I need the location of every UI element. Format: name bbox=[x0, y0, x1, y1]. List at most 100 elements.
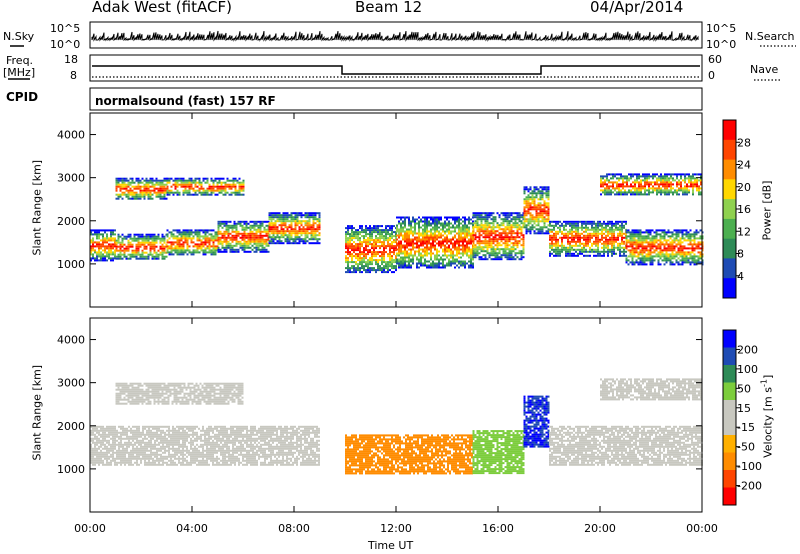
power-pixel bbox=[296, 230, 299, 233]
power-pixel bbox=[221, 240, 224, 243]
power-pixel bbox=[123, 179, 126, 182]
power-pixel bbox=[151, 189, 154, 192]
power-pixel bbox=[353, 247, 355, 250]
power-pixel bbox=[502, 228, 505, 231]
power-pixel bbox=[147, 187, 150, 190]
power-pixel bbox=[145, 235, 148, 238]
power-pixel bbox=[559, 228, 561, 231]
power-pixel bbox=[241, 244, 244, 247]
power-pixel bbox=[625, 229, 628, 232]
power-pixel bbox=[259, 242, 262, 245]
power-pixel bbox=[316, 230, 319, 233]
power-pixel bbox=[480, 246, 483, 249]
power-pixel bbox=[541, 226, 544, 229]
power-pixel bbox=[353, 235, 355, 238]
power-pixel bbox=[157, 233, 160, 236]
power-pixel bbox=[452, 236, 454, 239]
power-pixel bbox=[182, 251, 185, 254]
power-pixel bbox=[231, 224, 234, 227]
power-pixel bbox=[220, 185, 223, 188]
power-pixel bbox=[412, 256, 414, 259]
power-pixel bbox=[575, 228, 577, 231]
power-pixel bbox=[166, 185, 169, 188]
power-pixel bbox=[595, 244, 597, 247]
power-pixel bbox=[535, 224, 538, 227]
power-pixel bbox=[462, 226, 464, 229]
power-pixel bbox=[223, 232, 226, 235]
power-pixel bbox=[573, 234, 575, 237]
power-pixel bbox=[292, 230, 295, 233]
power-pixel bbox=[125, 189, 128, 192]
power-pixel bbox=[641, 249, 644, 252]
power-pixel bbox=[318, 216, 321, 219]
power-pixel bbox=[480, 242, 483, 245]
power-pixel bbox=[601, 242, 603, 245]
power-pixel bbox=[691, 255, 694, 258]
power-pixel bbox=[402, 226, 404, 229]
power-pixel bbox=[541, 192, 544, 195]
power-pixel bbox=[345, 245, 347, 248]
power-pixel bbox=[110, 251, 112, 254]
power-pixel bbox=[569, 250, 571, 253]
power-pixel bbox=[267, 244, 270, 247]
power-pixel bbox=[671, 241, 674, 244]
power-pixel bbox=[545, 202, 548, 205]
power-pixel bbox=[654, 175, 656, 178]
power-pixel bbox=[347, 269, 349, 272]
power-pixel bbox=[663, 235, 666, 238]
power-pixel bbox=[286, 230, 289, 233]
power-pixel bbox=[529, 212, 532, 215]
power-pixel bbox=[547, 202, 550, 205]
power-pixel bbox=[304, 230, 307, 233]
power-pixel bbox=[408, 260, 410, 263]
power-pixel bbox=[102, 243, 104, 246]
power-pixel bbox=[422, 232, 424, 235]
power-pixel bbox=[510, 214, 513, 217]
power-pixel bbox=[442, 260, 444, 263]
power-pixel bbox=[355, 237, 357, 240]
power-pixel bbox=[504, 252, 507, 255]
power-pixel bbox=[639, 263, 642, 266]
power-pixel bbox=[255, 246, 258, 249]
power-pixel bbox=[523, 198, 526, 201]
power-pixel bbox=[514, 252, 517, 255]
power-pixel bbox=[622, 181, 624, 184]
power-pixel bbox=[94, 229, 96, 232]
power-pixel bbox=[474, 244, 477, 247]
power-pixel bbox=[300, 234, 303, 237]
power-pixel bbox=[251, 244, 254, 247]
power-pixel bbox=[671, 251, 674, 254]
power-pixel bbox=[188, 235, 191, 238]
power-pixel bbox=[687, 247, 690, 250]
power-pixel bbox=[174, 185, 177, 188]
power-pixel bbox=[651, 263, 654, 266]
power-pixel bbox=[470, 218, 472, 221]
power-pixel bbox=[308, 216, 311, 219]
power-pixel bbox=[470, 240, 472, 243]
power-pixel bbox=[345, 251, 347, 254]
power-pixel bbox=[194, 179, 197, 182]
power-pixel bbox=[212, 241, 215, 244]
power-pixel bbox=[621, 240, 623, 243]
power-pixel bbox=[454, 262, 456, 265]
power-pixel bbox=[139, 187, 142, 190]
power-pixel bbox=[196, 245, 199, 248]
power-pixel bbox=[618, 179, 620, 182]
power-pixel bbox=[611, 228, 613, 231]
power-pixel bbox=[587, 226, 589, 229]
power-pixel bbox=[247, 222, 250, 225]
power-pixel bbox=[239, 246, 242, 249]
power-pixel bbox=[464, 230, 466, 233]
power-pixel bbox=[402, 264, 404, 267]
power-pixel bbox=[412, 220, 414, 223]
power-pixel bbox=[583, 250, 585, 253]
power-pixel bbox=[206, 245, 209, 248]
power-pixel bbox=[393, 247, 395, 250]
power-pixel bbox=[436, 242, 438, 245]
power-pixel bbox=[166, 249, 169, 252]
power-pixel bbox=[632, 173, 634, 176]
power-pixel bbox=[650, 187, 652, 190]
power-pixel bbox=[490, 232, 493, 235]
power-pixel bbox=[229, 248, 232, 251]
power-pixel bbox=[226, 177, 229, 180]
